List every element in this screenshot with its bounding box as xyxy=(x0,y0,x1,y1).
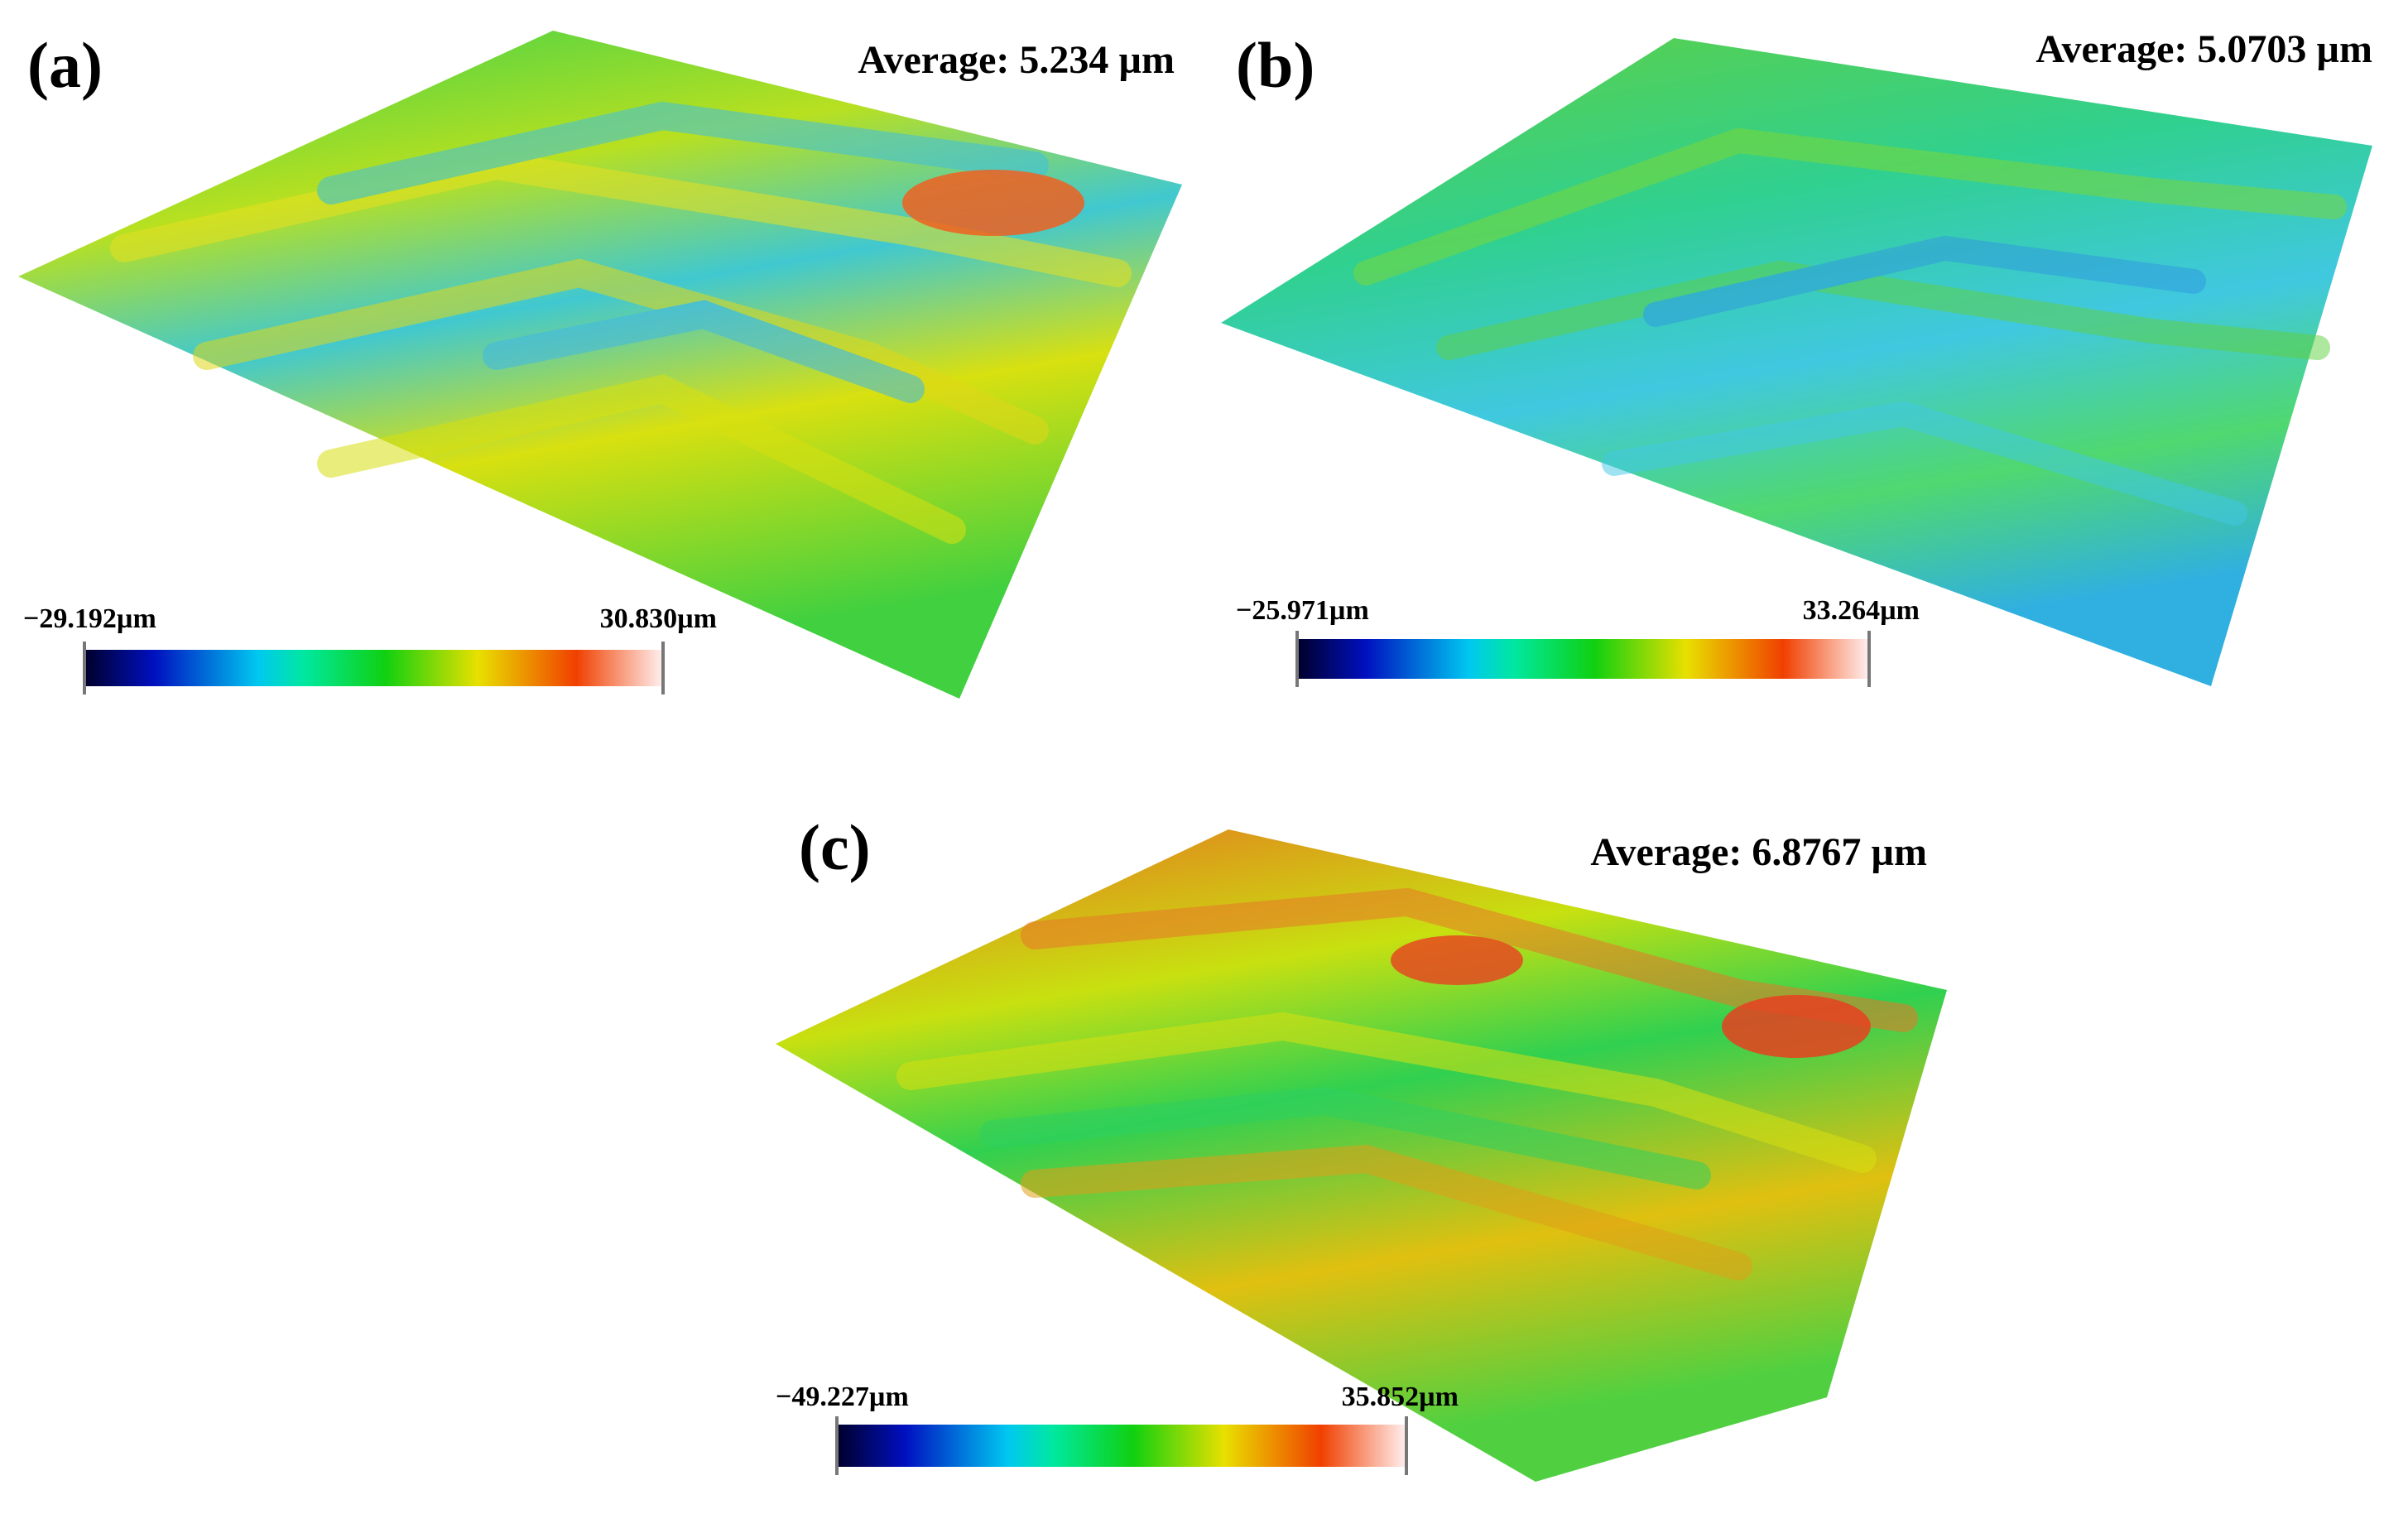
panel-label: (c) xyxy=(799,811,871,883)
average-label: Average: 6.8767 µm xyxy=(1590,830,1927,874)
surface-ridges xyxy=(110,101,1132,544)
colorbar-max: 33.264µm xyxy=(1803,595,1920,626)
colorbar xyxy=(837,1425,1406,1467)
colorbar-min: −49.227µm xyxy=(776,1382,909,1412)
surface-ridges xyxy=(1353,127,2347,526)
panel-a: (a) Average: 5.234 µm −29.192µm 30.830µm xyxy=(18,29,1182,699)
surface xyxy=(1221,38,2372,686)
hot-spot xyxy=(1722,995,1871,1058)
average-label: Average: 5.234 µm xyxy=(858,38,1175,82)
hot-spot xyxy=(902,170,1084,236)
panel-label: (b) xyxy=(1236,29,1315,101)
colorbar-min: −25.971µm xyxy=(1236,595,1369,626)
hot-spot xyxy=(1391,935,1523,985)
colorbar-max: 35.852µm xyxy=(1342,1382,1459,1412)
panel-b: (b) Average: 5.0703 µm −25.971µm 33.264µ… xyxy=(1221,27,2372,687)
colorbar xyxy=(84,650,663,686)
colorbar-max: 30.830µm xyxy=(600,603,717,634)
average-label: Average: 5.0703 µm xyxy=(2036,27,2372,71)
colorbar xyxy=(1297,639,1869,679)
panel-label: (a) xyxy=(27,29,103,101)
panel-c: (c) Average: 6.8767 µm −49.227µm 35.852µ… xyxy=(776,811,1947,1482)
colorbar-min: −29.192µm xyxy=(23,603,156,634)
